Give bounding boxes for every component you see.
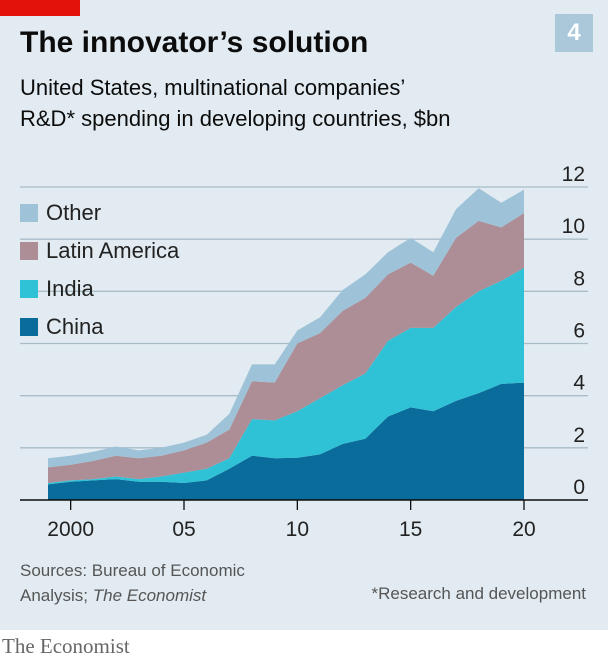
legend-item: Other	[20, 194, 179, 232]
legend-item: Latin America	[20, 232, 179, 270]
source-italic: The Economist	[92, 586, 207, 605]
x-tick-label: 10	[286, 518, 309, 541]
area-chart: 0 2 4 6 8 10 12 2000 05 10 15 20	[20, 163, 588, 541]
source-line-1: Sources: Bureau of Economic	[20, 561, 245, 580]
source-note: Sources: Bureau of Economic Analysis; Th…	[20, 558, 245, 608]
brand-logo: The Economist	[2, 634, 130, 658]
y-tick-label: 8	[573, 267, 585, 290]
area-india	[48, 267, 524, 485]
x-tick-label: 05	[172, 518, 195, 541]
y-tick-label: 2	[573, 424, 585, 447]
source-line-2: Analysis; The Economist	[20, 583, 245, 608]
source-prefix: Analysis;	[20, 586, 93, 605]
x-tick-label: 15	[399, 518, 422, 541]
chart-title: The innovator’s solution	[20, 26, 369, 59]
y-tick-label: 12	[562, 163, 585, 186]
axes: 0 2 4 6 8 10 12 2000 05 10 15 20	[20, 163, 588, 541]
legend-item: China	[20, 308, 179, 346]
subtitle-line-2: R&D* spending in developing countries, $…	[20, 106, 451, 131]
area-china	[48, 382, 524, 500]
legend-swatch	[20, 280, 38, 298]
subtitle-line-1: United States, multinational companies’	[20, 75, 406, 100]
legend: Other Latin America India China	[20, 194, 179, 346]
x-tick-label: 2000	[47, 518, 94, 541]
y-tick-label: 10	[562, 215, 585, 238]
area-latin-america	[48, 213, 524, 483]
stacked-areas	[48, 188, 524, 500]
y-tick-label: 4	[573, 372, 585, 395]
legend-swatch	[20, 204, 38, 222]
y-tick-label: 0	[573, 476, 585, 499]
red-tab	[0, 0, 80, 16]
footnote: *Research and development	[371, 584, 586, 603]
legend-swatch	[20, 318, 38, 336]
legend-label: China	[46, 314, 104, 339]
x-tick-label: 20	[512, 518, 535, 541]
chart-number-badge: 4	[555, 14, 593, 52]
legend-label: India	[46, 276, 94, 301]
legend-label: Other	[46, 200, 102, 225]
legend-item: India	[20, 270, 179, 308]
y-tick-label: 6	[573, 320, 585, 343]
legend-swatch	[20, 242, 38, 260]
area-other	[48, 188, 524, 468]
chart-subtitle: United States, multinational companies’ …	[20, 72, 590, 134]
legend-label: Latin America	[46, 238, 180, 263]
